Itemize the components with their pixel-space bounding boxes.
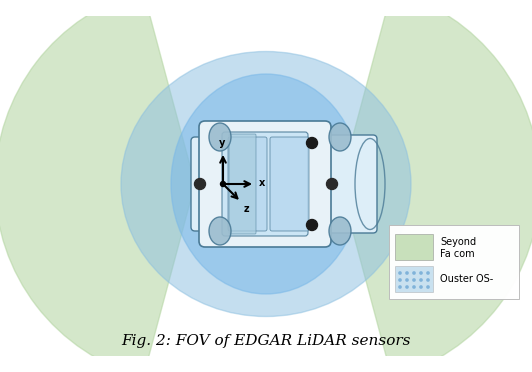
Circle shape [399, 286, 401, 288]
Circle shape [420, 272, 422, 274]
FancyBboxPatch shape [229, 134, 256, 234]
Wedge shape [340, 0, 532, 372]
Circle shape [406, 272, 408, 274]
FancyBboxPatch shape [395, 234, 433, 260]
Circle shape [406, 279, 408, 281]
FancyBboxPatch shape [228, 137, 267, 231]
Ellipse shape [121, 51, 411, 317]
FancyBboxPatch shape [270, 137, 309, 231]
Circle shape [306, 138, 318, 148]
Circle shape [427, 279, 429, 281]
Circle shape [427, 286, 429, 288]
Text: x: x [259, 178, 265, 188]
Circle shape [413, 272, 415, 274]
Circle shape [399, 279, 401, 281]
Circle shape [399, 272, 401, 274]
Text: y: y [219, 138, 225, 148]
Ellipse shape [209, 123, 231, 151]
Text: Fig. 2: FOV of EDGAR LiDAR sensors: Fig. 2: FOV of EDGAR LiDAR sensors [121, 334, 411, 348]
Text: Ouster OS-: Ouster OS- [440, 274, 493, 284]
FancyBboxPatch shape [389, 225, 519, 299]
FancyBboxPatch shape [321, 135, 377, 233]
Wedge shape [0, 0, 195, 372]
Circle shape [406, 286, 408, 288]
Circle shape [220, 182, 226, 186]
Circle shape [195, 179, 205, 189]
Circle shape [306, 219, 318, 231]
FancyBboxPatch shape [395, 266, 433, 292]
Text: Seyond: Seyond [440, 237, 476, 247]
Circle shape [413, 279, 415, 281]
Ellipse shape [329, 123, 351, 151]
Circle shape [427, 272, 429, 274]
Text: Fa com: Fa com [440, 249, 475, 259]
FancyBboxPatch shape [199, 121, 331, 247]
FancyBboxPatch shape [222, 132, 308, 236]
Text: z: z [244, 204, 250, 214]
Ellipse shape [329, 217, 351, 245]
Ellipse shape [171, 74, 361, 294]
Ellipse shape [209, 217, 231, 245]
Circle shape [420, 286, 422, 288]
Circle shape [420, 279, 422, 281]
Circle shape [327, 179, 337, 189]
Circle shape [413, 286, 415, 288]
FancyBboxPatch shape [191, 137, 229, 231]
